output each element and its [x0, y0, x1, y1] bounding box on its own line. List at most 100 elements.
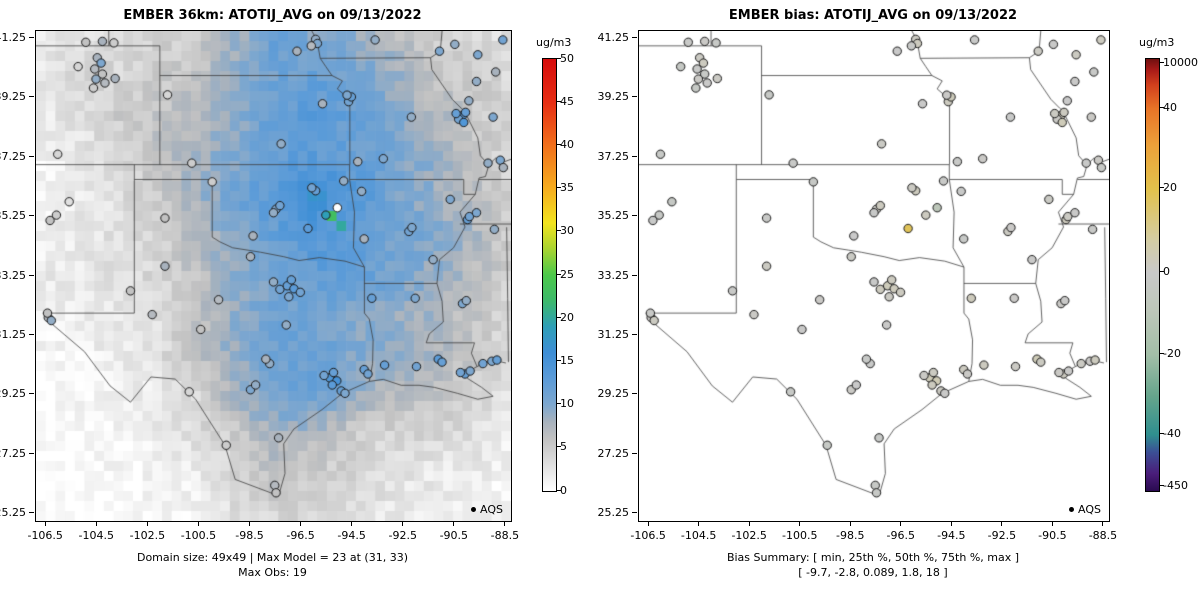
- colorbar-tick: [1160, 433, 1164, 435]
- model-caption-domain: Domain size: 49x49 | Max Model = 23 at (…: [136, 551, 408, 564]
- x-axis-tick-label: -98.5: [836, 529, 865, 542]
- y-axis-tick-label: 27.25: [597, 446, 630, 460]
- colorbar-tick-label: 35: [560, 181, 574, 195]
- y-axis-tick: [29, 393, 34, 395]
- x-axis-tick-label: -100.5: [781, 529, 818, 542]
- x-axis-tick-label: -88.5: [490, 529, 520, 542]
- x-axis-tick-label: -90.5: [439, 529, 469, 542]
- bias-map-plot: AQS: [638, 30, 1110, 522]
- colorbar-tick-label: 0: [1163, 265, 1170, 279]
- x-axis-tick-label: -104.5: [78, 529, 115, 542]
- x-axis-tick: [1102, 521, 1104, 526]
- colorbar-tick: [557, 446, 561, 448]
- model-colorbar: [542, 58, 557, 492]
- colorbar-tick: [557, 57, 561, 59]
- x-axis-tick: [647, 521, 649, 526]
- colorbar-tick-label: 45: [560, 94, 574, 108]
- colorbar-tick: [557, 187, 561, 189]
- colorbar-tick: [557, 403, 561, 405]
- x-axis-tick-label: -94.5: [337, 529, 366, 542]
- y-axis-tick-label: 37.25: [597, 149, 630, 163]
- bias-panel-title: EMBER bias: ATOTIJ_AVG on 09/13/2022: [728, 8, 1018, 23]
- y-axis-tick-label: 25.25: [597, 506, 630, 520]
- colorbar-tick-label: 20: [1163, 181, 1177, 195]
- x-axis-tick-label: -94.5: [937, 529, 966, 542]
- y-axis-tick-label: 31.25: [597, 327, 630, 341]
- colorbar-tick-label: 40: [560, 137, 574, 151]
- y-axis-tick: [632, 393, 637, 395]
- x-axis-tick-label: -90.5: [1038, 529, 1067, 542]
- colorbar-tick: [557, 230, 561, 232]
- x-axis-tick: [950, 521, 952, 526]
- colorbar-tick-label: 10: [560, 397, 574, 411]
- colorbar-tick-label: -450: [1163, 479, 1188, 493]
- y-axis-tick-label: 31.25: [0, 327, 26, 341]
- colorbar-tick: [1160, 107, 1164, 109]
- x-axis-tick: [1001, 521, 1003, 526]
- colorbar-tick-label: 0: [560, 483, 567, 497]
- colorbar-tick-label: 25: [560, 267, 574, 281]
- x-axis-tick-label: -96.5: [286, 529, 315, 542]
- colorbar-tick-label: 15: [560, 353, 574, 367]
- y-axis-tick-label: 29.25: [0, 387, 26, 401]
- model-map-canvas: [36, 31, 511, 521]
- y-axis-tick-label: 33.25: [0, 268, 26, 282]
- x-axis-tick-label: -102.5: [129, 529, 166, 542]
- bias-colorbar: [1145, 58, 1160, 492]
- y-axis-tick: [29, 155, 34, 157]
- y-axis-tick-label: 35.25: [597, 209, 630, 223]
- x-axis-tick: [146, 521, 148, 526]
- x-axis-tick: [504, 521, 506, 526]
- y-axis-tick-label: 35.25: [0, 209, 26, 223]
- x-axis-tick-label: -106.5: [27, 529, 63, 542]
- bias-aqs-legend: AQS: [1069, 503, 1101, 516]
- x-axis-tick: [351, 521, 353, 526]
- y-axis-tick: [632, 36, 637, 38]
- x-axis-tick: [95, 521, 97, 526]
- model-caption-maxobs: Max Obs: 19: [238, 566, 307, 579]
- colorbar-tick: [557, 100, 561, 102]
- aqs-point-icon: [1069, 507, 1075, 512]
- y-axis-tick-label: 41.25: [597, 30, 630, 44]
- colorbar-tick: [1160, 61, 1164, 63]
- x-axis-tick-label: -100.5: [180, 529, 217, 542]
- x-axis-tick: [748, 521, 750, 526]
- x-axis-tick: [453, 521, 455, 526]
- aqs-point-icon: [471, 507, 477, 512]
- model-map-plot: AQS: [35, 30, 512, 522]
- y-axis-tick: [632, 274, 637, 276]
- colorbar-tick: [557, 143, 561, 145]
- y-axis-tick: [632, 215, 637, 217]
- x-axis-tick: [900, 521, 902, 526]
- y-axis-tick: [29, 36, 34, 38]
- colorbar-tick-label: -20: [1163, 347, 1181, 361]
- x-axis-tick: [849, 521, 851, 526]
- y-axis-tick: [29, 333, 34, 335]
- y-axis-tick: [632, 96, 637, 98]
- colorbar-tick: [1160, 485, 1164, 487]
- x-axis-tick: [1051, 521, 1053, 526]
- y-axis-tick: [632, 452, 637, 454]
- colorbar-tick: [557, 489, 561, 491]
- x-axis-tick: [249, 521, 251, 526]
- y-axis-tick-label: 37.25: [0, 149, 26, 163]
- colorbar-tick: [1160, 187, 1164, 189]
- y-axis-tick: [29, 452, 34, 454]
- x-axis-tick-label: -98.5: [235, 529, 264, 542]
- colorbar-tick-label: 50: [560, 51, 574, 65]
- colorbar-tick-label: 20: [560, 310, 574, 324]
- colorbar-tick: [557, 359, 561, 361]
- x-axis-tick-label: -102.5: [731, 529, 767, 542]
- y-axis-tick: [632, 512, 637, 514]
- model-aqs-legend: AQS: [471, 503, 503, 516]
- y-axis-tick: [29, 512, 34, 514]
- x-axis-tick: [300, 521, 302, 526]
- y-axis-tick: [29, 215, 34, 217]
- x-axis-tick: [44, 521, 46, 526]
- bias-caption-values: [ -9.7, -2.8, 0.089, 1.8, 18 ]: [798, 566, 948, 579]
- x-axis-tick-label: -88.5: [1088, 529, 1118, 542]
- colorbar-tick: [1160, 353, 1164, 355]
- y-axis-tick-label: 39.25: [0, 90, 26, 104]
- x-axis-tick-label: -96.5: [886, 529, 916, 542]
